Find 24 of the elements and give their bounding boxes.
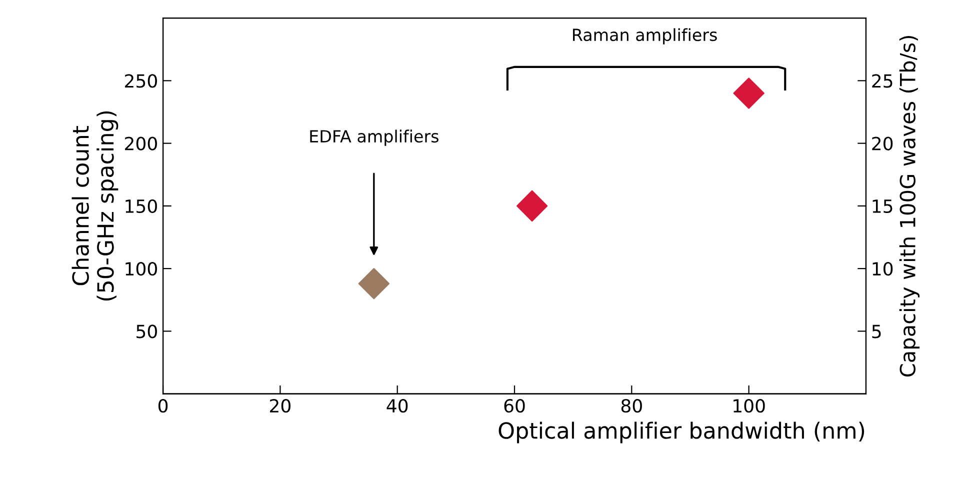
annotation: Raman amplifiers bbox=[573, 28, 717, 44]
x-tick-label: 80 bbox=[621, 398, 642, 413]
point bbox=[516, 190, 548, 222]
y-tick-label: 150 bbox=[126, 199, 157, 214]
y2-tick-label: 10 bbox=[872, 262, 893, 276]
y2-tick-label: 20 bbox=[872, 136, 893, 150]
y-tick-label: 200 bbox=[125, 136, 157, 150]
x-tick-label: 20 bbox=[270, 398, 290, 413]
x-tick-label: 100 bbox=[734, 398, 765, 413]
annotation: EDFA amplifiers bbox=[310, 130, 438, 146]
point bbox=[733, 78, 764, 109]
y2-tick-label: 25 bbox=[872, 74, 892, 88]
x-axis-title: Optical amplifier bandwidth (nm) bbox=[498, 422, 864, 444]
y2-tick-label: 15 bbox=[872, 200, 892, 214]
x-tick-label: 60 bbox=[504, 398, 525, 413]
y2-axis-title: Capacity with 100G waves (Tb/s) bbox=[899, 36, 920, 377]
y-tick-label: 50 bbox=[136, 324, 157, 338]
y-axis-title: Channel count (50-GHz spacing) bbox=[72, 111, 118, 301]
point bbox=[358, 268, 390, 300]
y2-tick-label: 5 bbox=[872, 324, 881, 338]
y-tick-label: 100 bbox=[126, 262, 157, 276]
y-tick-label: 250 bbox=[125, 74, 157, 88]
x-tick-label: 40 bbox=[386, 398, 408, 413]
x-tick-label: 0 bbox=[158, 398, 168, 413]
